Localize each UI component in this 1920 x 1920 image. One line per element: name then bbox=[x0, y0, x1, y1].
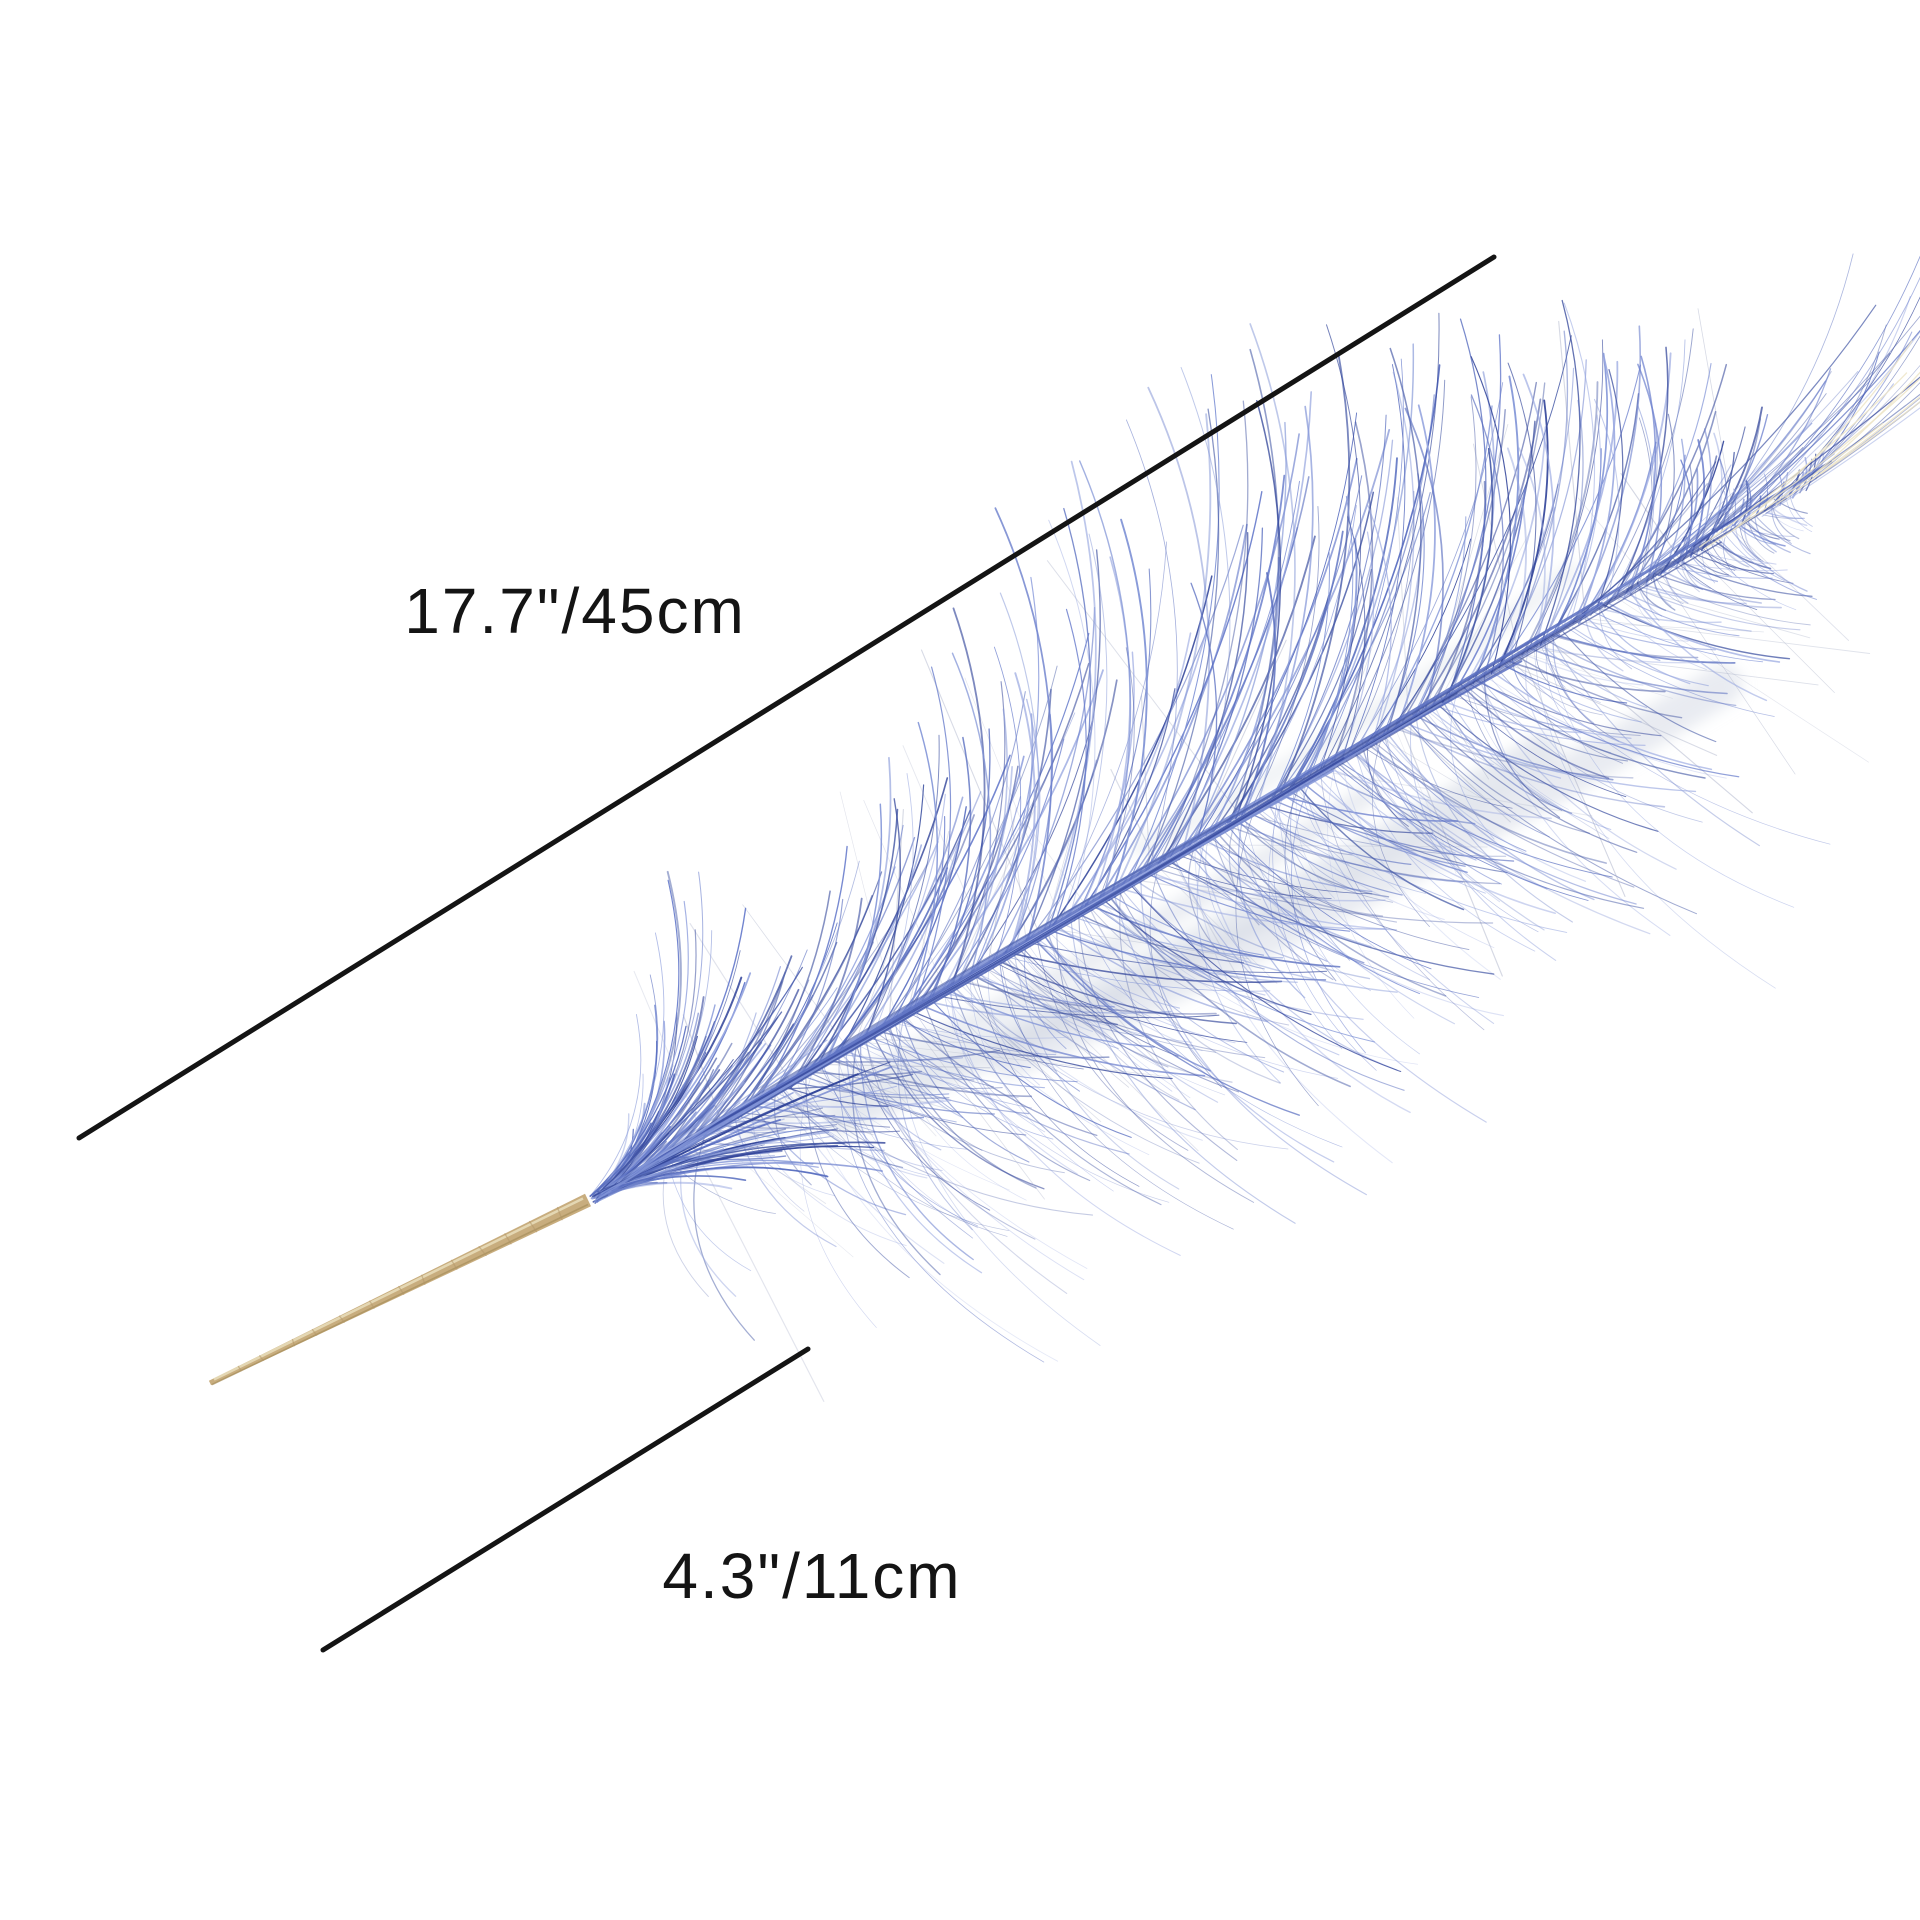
stem-length-label: 4.3"/11cm bbox=[662, 1540, 962, 1612]
stem-highlight bbox=[213, 1197, 584, 1381]
dimension-line-stem bbox=[320, 1346, 811, 1653]
stem bbox=[208, 1193, 591, 1386]
dimension-line-feather bbox=[76, 254, 1497, 1141]
feather-length-label: 17.7"/45cm bbox=[404, 575, 746, 647]
feather-plume bbox=[589, 253, 1920, 1402]
stem-shadow-edge bbox=[211, 1203, 589, 1386]
